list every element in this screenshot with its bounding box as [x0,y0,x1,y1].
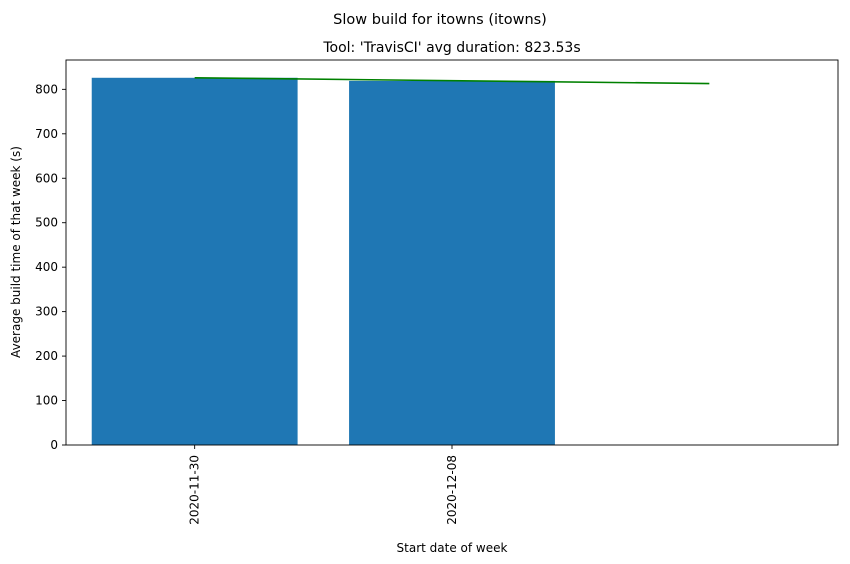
plot-area: 0 100 200 300 400 500 600 700 800 2020-11-30 2020-… [35,59,839,525]
x-tick-label-2020-11-30: 2020-11-30 [188,455,202,525]
x-tick-label-2020-12-08: 2020-12-08 [445,455,459,525]
bar-2020-11-30 [91,77,298,446]
chart-suptitle: Slow build for itowns (itowns) [333,12,547,28]
y-tick-label-800: 800 [35,82,58,96]
y-tick-label-300: 300 [35,305,58,319]
trend-line [194,76,710,85]
x-axis-label: Start date of week [397,541,508,555]
bar-2020-12-08 [349,80,555,445]
y-tick-label-100: 100 [35,394,58,408]
y-tick-label-200: 200 [35,349,58,363]
y-tick-label-600: 600 [35,171,58,185]
y-tick-label-0: 0 [50,438,58,452]
y-tick-label-400: 400 [35,260,58,274]
y-tick-label-700: 700 [35,127,58,141]
y-axis-label: Average build time of that week (s) [9,146,23,358]
chart-title: Tool: 'TravisCI' avg duration: 823.53s [322,40,580,56]
y-tick-label-500: 500 [35,216,58,230]
